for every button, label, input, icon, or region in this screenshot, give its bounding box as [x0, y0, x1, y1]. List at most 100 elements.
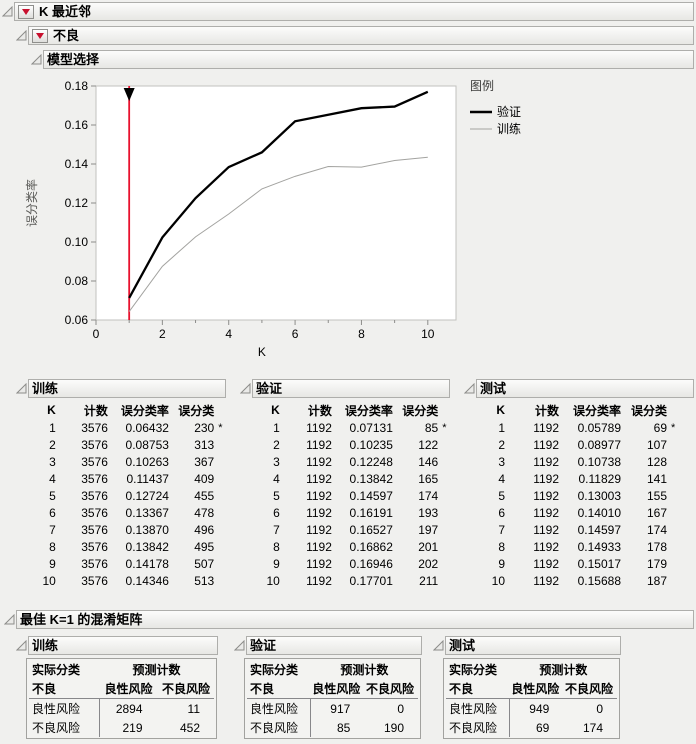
section-validation: 验证 K 计数 误分类率 误分类 1 1192 0.07131 85 * 2 1192 0.1…: [240, 379, 450, 589]
legend-title: 图例: [470, 79, 494, 93]
legend-item-label[interactable]: 验证: [497, 104, 521, 119]
table-row[interactable]: 7 3576 0.13870 496: [27, 521, 226, 538]
table-row[interactable]: 1 1192 0.07131 85 *: [251, 419, 450, 436]
confusion-test-titlebar[interactable]: 测试: [445, 636, 621, 655]
confusion-row: 良性风险 2894 11: [29, 698, 214, 718]
outline-confusion-titlebar[interactable]: 最佳 K=1 的混淆矩阵: [16, 610, 694, 629]
table-row[interactable]: 8 1192 0.14933 178: [475, 538, 679, 555]
table-row[interactable]: 1 1192 0.05789 69 *: [475, 419, 679, 436]
table-row[interactable]: 6 1192 0.16191 193: [251, 504, 450, 521]
section-training-titlebar[interactable]: 训练: [28, 379, 226, 398]
rate-value: 0.14597: [349, 488, 393, 503]
disclosure-triangle-icon[interactable]: [2, 6, 13, 17]
best-k-marker: [667, 453, 679, 470]
red-triangle-menu-button[interactable]: [18, 4, 34, 19]
disclosure-triangle-icon[interactable]: [16, 30, 27, 41]
table-row[interactable]: 10 1192 0.15688 187: [475, 572, 679, 589]
disclosure-triangle-icon[interactable]: [433, 640, 444, 651]
table-row[interactable]: 6 3576 0.13367 478: [27, 504, 226, 521]
best-k-marker: [667, 470, 679, 487]
table-row[interactable]: 2 1192 0.08977 107: [475, 436, 679, 453]
misclassified-value: 128: [646, 454, 667, 469]
level-bad-label: 不良风险: [564, 682, 613, 696]
actual-level-label: 良性风险: [29, 698, 100, 718]
disclosure-triangle-icon[interactable]: [16, 640, 27, 651]
table-row[interactable]: 3 1192 0.12248 146: [251, 453, 450, 470]
misclassified-value: 107: [646, 437, 667, 452]
disclosure-triangle-icon[interactable]: [240, 383, 251, 394]
confusion-training-titlebar[interactable]: 训练: [28, 636, 218, 655]
best-k-marker: [438, 504, 450, 521]
table-row[interactable]: 5 1192 0.14597 174: [251, 487, 450, 504]
table-row[interactable]: 5 1192 0.13003 155: [475, 487, 679, 504]
disclosure-triangle-icon[interactable]: [4, 614, 15, 625]
misclassified-value: 313: [194, 437, 215, 452]
confusion-row: 不良风险 219 452: [29, 718, 214, 737]
x-tick-label: 10: [421, 327, 435, 341]
table-row[interactable]: 2 3576 0.08753 313: [27, 436, 226, 453]
confusion-count: 174: [582, 720, 603, 735]
confusion-matrix-table: 实际分类 预测计数 不良 良性风险 不良风险 良性风险 2894 11 不良风险 219…: [29, 660, 214, 737]
outline-knn-titlebar[interactable]: K 最近邻: [14, 2, 694, 21]
red-triangle-menu-button[interactable]: [32, 28, 48, 43]
count-value: 1192: [306, 505, 332, 520]
disclosure-triangle-icon[interactable]: [16, 383, 27, 394]
y-tick-label: 0.18: [65, 79, 89, 93]
table-row[interactable]: 9 1192 0.16946 202: [251, 555, 450, 572]
section-validation-titlebar[interactable]: 验证: [252, 379, 450, 398]
predicted-count-label: 预测计数: [340, 663, 389, 677]
table-row[interactable]: 2 1192 0.10235 122: [251, 436, 450, 453]
confusion-row: 良性风险 917 0: [247, 698, 418, 718]
count-value: 1192: [306, 420, 332, 435]
actual-level-label: 不良风险: [32, 721, 81, 735]
model-selection-chart[interactable]: 0.06 0.08 0.10 0.12 0.14 0.16 0.18 0 2 4 6 8 10 K 误分类率…: [20, 74, 696, 374]
table-row[interactable]: 10 3576 0.14346 513: [27, 572, 226, 589]
actual-class-label: 实际分类: [449, 663, 498, 677]
outline-model-selection-titlebar[interactable]: 模型选择: [43, 50, 694, 69]
table-row[interactable]: 7 1192 0.14597 174: [475, 521, 679, 538]
disclosure-triangle-icon[interactable]: [31, 54, 42, 65]
table-row[interactable]: 6 1192 0.14010 167: [475, 504, 679, 521]
table-row[interactable]: 10 1192 0.17701 211: [251, 572, 450, 589]
confusion-validation-titlebar[interactable]: 验证: [246, 636, 422, 655]
outline-knn: K 最近邻: [2, 2, 694, 21]
rate-value: 0.15688: [577, 573, 621, 588]
section-title: 验证: [256, 381, 283, 396]
misclassified-value: 202: [418, 556, 439, 571]
table-row[interactable]: 8 3576 0.13842 495: [27, 538, 226, 555]
misclassified-value: 187: [646, 573, 667, 588]
k-value: 3: [49, 454, 56, 469]
count-value: 1192: [533, 420, 559, 435]
confusion-row: 良性风险 949 0: [446, 698, 617, 718]
table-row[interactable]: 7 1192 0.16527 197: [251, 521, 450, 538]
table-row[interactable]: 5 3576 0.12724 455: [27, 487, 226, 504]
outline-response-titlebar[interactable]: 不良: [28, 26, 694, 45]
rate-value: 0.08753: [125, 437, 169, 452]
legend-item-label[interactable]: 训练: [497, 121, 521, 136]
table-row[interactable]: 1 3576 0.06432 230 *: [27, 419, 226, 436]
table-row[interactable]: 3 3576 0.10263 367: [27, 453, 226, 470]
table-row[interactable]: 4 3576 0.11437 409: [27, 470, 226, 487]
confusion-count: 190: [383, 720, 404, 735]
disclosure-triangle-icon[interactable]: [234, 640, 245, 651]
col-k: K: [271, 403, 280, 417]
level-benign-label: 良性风险: [312, 682, 361, 696]
rate-value: 0.11829: [578, 471, 622, 486]
table-row[interactable]: 9 3576 0.14178 507: [27, 555, 226, 572]
table-row[interactable]: 3 1192 0.10738 128: [475, 453, 679, 470]
k-value: 4: [498, 471, 505, 486]
section-test-titlebar[interactable]: 测试: [476, 379, 694, 398]
best-k-marker: [438, 470, 450, 487]
confusion-count: 917: [310, 698, 365, 718]
best-k-marker-arrow[interactable]: [123, 88, 135, 101]
count-value: 1192: [306, 471, 332, 486]
disclosure-triangle-icon[interactable]: [464, 383, 475, 394]
k-value: 8: [498, 539, 505, 554]
table-row[interactable]: 4 1192 0.13842 165: [251, 470, 450, 487]
outline-confusion: 最佳 K=1 的混淆矩阵: [4, 610, 694, 629]
table-row[interactable]: 4 1192 0.11829 141: [475, 470, 679, 487]
x-tick-label: 8: [358, 327, 365, 341]
actual-level-label: 不良风险: [449, 721, 498, 735]
table-row[interactable]: 9 1192 0.15017 179: [475, 555, 679, 572]
table-row[interactable]: 8 1192 0.16862 201: [251, 538, 450, 555]
